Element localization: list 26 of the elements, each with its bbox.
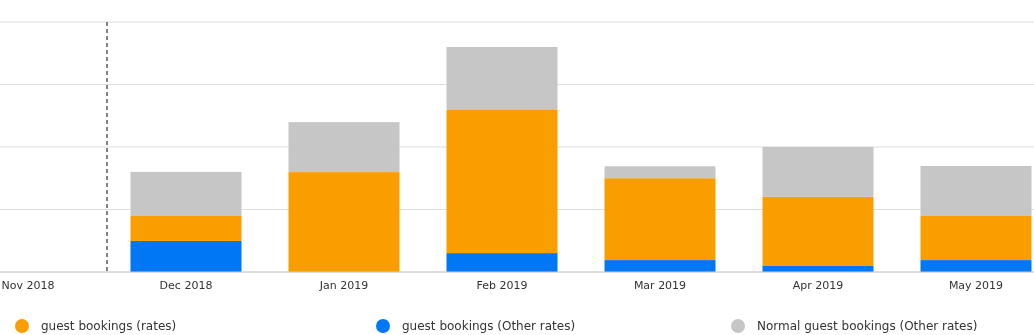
bar [604, 166, 716, 179]
x-tick-label: Mar 2019 [633, 279, 687, 292]
bar [130, 240, 242, 272]
x-tick-label: Jan 2019 [318, 279, 369, 292]
bar [762, 196, 874, 266]
legend-label: Normal guest bookings (Other rates) [757, 319, 978, 333]
x-tick-label: Dec 2018 [159, 279, 213, 292]
x-tick-label: Nov 2018 [1, 279, 55, 292]
x-tick-label: May 2019 [948, 279, 1004, 292]
bar [920, 260, 1032, 272]
legend-label: guest bookings (Other rates) [402, 319, 576, 333]
x-tick-label: Apr 2019 [792, 279, 844, 292]
bar [920, 215, 1032, 261]
bar [446, 253, 558, 272]
legend-label: guest bookings (rates) [41, 319, 177, 333]
bar [446, 47, 558, 110]
bar [288, 122, 400, 173]
bar [446, 110, 558, 254]
bar [130, 171, 242, 216]
x-tick-label: Feb 2019 [476, 279, 528, 292]
bar [920, 166, 1032, 216]
bar [604, 178, 716, 261]
bar [288, 172, 400, 272]
bar [130, 215, 242, 241]
bar [762, 146, 874, 197]
bar [604, 260, 716, 272]
